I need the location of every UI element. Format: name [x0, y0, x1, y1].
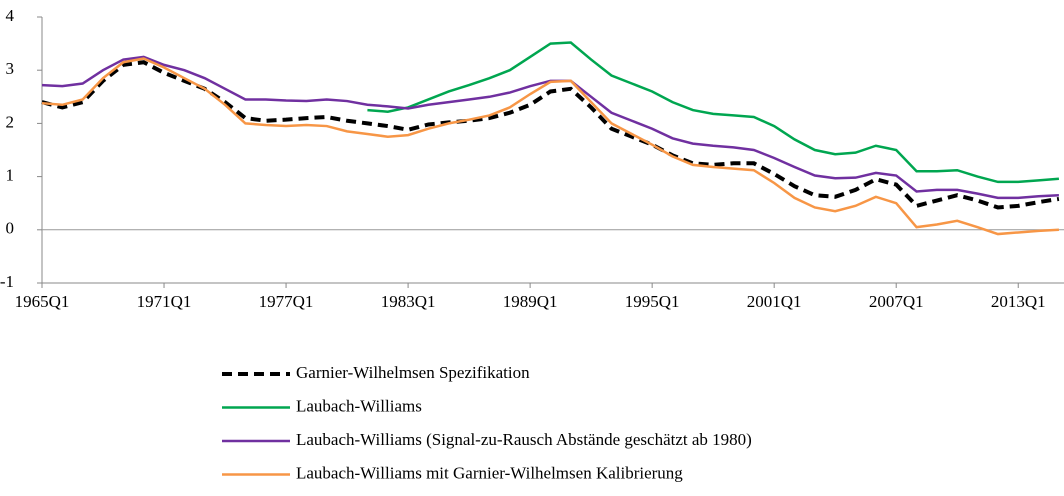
x-tick-label: 1971Q1: [137, 292, 192, 311]
legend-label: Garnier-Wilhelmsen Spezifikation: [296, 363, 530, 382]
x-tick-label: 2001Q1: [747, 292, 802, 311]
x-tick-label: 1983Q1: [381, 292, 436, 311]
series-line: [367, 41, 1060, 184]
y-tick-label: 1: [6, 166, 15, 185]
series-line: [41, 55, 1059, 200]
x-tick-label: 1977Q1: [259, 292, 314, 311]
x-tick-label: 2007Q1: [869, 292, 924, 311]
y-tick-label: 3: [6, 59, 15, 78]
y-tick-label: -1: [0, 272, 14, 291]
series-line: [41, 57, 1059, 236]
legend-label: Laubach-Williams: [296, 396, 422, 415]
y-tick-label: 0: [6, 219, 15, 238]
x-tick-label: 2013Q1: [991, 292, 1046, 311]
legend-label: Laubach-Williams (Signal-zu-Rausch Abstä…: [296, 430, 752, 449]
y-tick-label: 4: [6, 6, 15, 25]
y-tick-label: 2: [6, 112, 15, 131]
legend-label: Laubach-Williams mit Garnier-Wilhelmsen …: [296, 463, 683, 482]
x-tick-label: 1989Q1: [503, 292, 558, 311]
x-tick-label: 1995Q1: [625, 292, 680, 311]
x-tick-label: 1965Q1: [15, 292, 70, 311]
